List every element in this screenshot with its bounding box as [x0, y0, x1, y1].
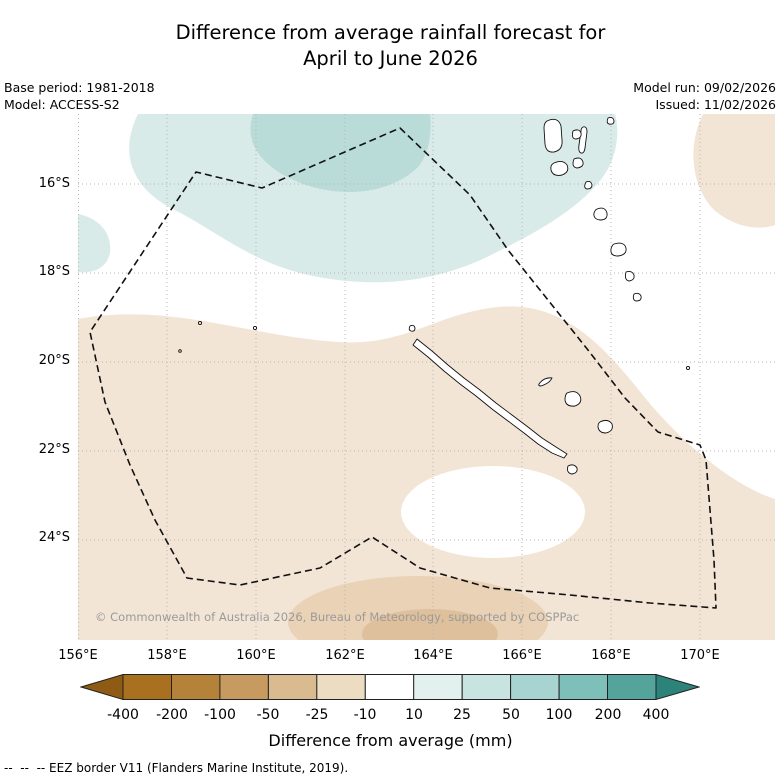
lon-label-168e: 168°E: [591, 648, 631, 663]
gridlines: [78, 114, 775, 640]
walpole-islet: [685, 365, 691, 371]
lon-label-166e: 166°E: [502, 648, 542, 663]
lat-label-16s: 16°S: [38, 176, 70, 191]
below-average-region-south: [78, 306, 775, 640]
meta-right: Model run: 09/02/2026 Issued: 11/02/2026: [633, 79, 776, 113]
colorbar-segment: [413, 674, 463, 700]
model-run-label: Model run: 09/02/2026: [633, 80, 776, 95]
tanna-island: [624, 270, 635, 282]
colorbar-tick: -100: [204, 707, 236, 723]
banks-islet: [606, 116, 615, 125]
eez-border-note: -- -- -- EEZ border V11 (Flanders Marine…: [4, 761, 349, 775]
colorbar-tick: 400: [642, 707, 670, 723]
colorbar-segment: [316, 674, 366, 700]
lon-label-156e: 156°E: [58, 648, 98, 663]
colorbar-segment: [607, 674, 657, 700]
colorbar-segment: [510, 674, 560, 700]
colorbar-tick: -200: [156, 707, 188, 723]
above-average-region-north: [129, 114, 618, 283]
rainfall-anomaly-map: [78, 114, 775, 640]
chesterfield-islet-1: [197, 320, 203, 326]
above-average-region-west: [78, 214, 111, 273]
aneityum-island: [632, 292, 642, 302]
lat-label-18s: 18°S: [38, 264, 70, 279]
below-average-strongest-region: [362, 609, 498, 640]
page-title-line2: April to June 2026: [303, 47, 478, 70]
isle-of-pines: [567, 464, 578, 475]
lat-label-24s: 24°S: [38, 530, 70, 545]
colorbar-left-arrow: [80, 673, 124, 701]
neutral-region: [401, 466, 585, 558]
colorbar-tick: 10: [405, 707, 423, 723]
malakula-island: [550, 160, 569, 176]
colorbar-segment: [267, 674, 318, 700]
lon-label-164e: 164°E: [413, 648, 453, 663]
colorbar-segment: [364, 674, 415, 700]
lat-label-20s: 20°S: [38, 353, 70, 368]
colorbar: [80, 673, 700, 701]
page-title: Difference from average rainfall forecas…: [0, 20, 781, 72]
ouvea-island: [538, 377, 553, 387]
epi-island: [584, 180, 593, 190]
colorbar-tick: 25: [453, 707, 471, 723]
colorbar-tick: 50: [502, 707, 520, 723]
colorbar-right-arrow: [655, 673, 700, 701]
ambrym-island: [572, 157, 584, 169]
mare-island: [597, 419, 613, 434]
eez-border: [89, 127, 717, 609]
belep-island: [408, 324, 416, 332]
new-caledonia-grande-terre: [412, 338, 568, 459]
lon-label-162e: 162°E: [325, 648, 365, 663]
lat-label-22s: 22°S: [38, 442, 70, 457]
chesterfield-islet-3: [178, 349, 182, 353]
ambae-island: [571, 129, 582, 140]
lon-label-160e: 160°E: [236, 648, 276, 663]
colorbar-tick: 100: [545, 707, 573, 723]
erromango-island: [610, 242, 627, 257]
colorbar-segment: [122, 674, 172, 700]
below-average-region-northeast: [693, 114, 775, 228]
colorbar-segment: [558, 674, 609, 700]
model-label: Model: ACCESS-S2: [4, 97, 120, 112]
colorbar-title: Difference from average (mm): [268, 731, 513, 750]
map-copyright: © Commonwealth of Australia 2026, Bureau…: [95, 610, 580, 624]
colorbar-segment: [461, 674, 512, 700]
lon-label-158e: 158°E: [147, 648, 187, 663]
efate-island: [593, 207, 608, 221]
lifou-island: [564, 391, 582, 407]
page-title-line1: Difference from average rainfall forecas…: [175, 21, 606, 44]
colorbar-tick: 200: [594, 707, 622, 723]
map-panel: © Commonwealth of Australia 2026, Bureau…: [78, 114, 775, 640]
issued-label: Issued: 11/02/2026: [655, 97, 777, 112]
colorbar-segment: [219, 674, 269, 700]
colorbar-segment: [171, 674, 221, 700]
colorbar-tick: -50: [256, 707, 280, 723]
base-period-label: Base period: 1981-2018: [4, 80, 155, 95]
espiritu-santo-island: [543, 118, 563, 153]
lon-label-170e: 170°E: [680, 648, 720, 663]
chesterfield-islet-2: [252, 325, 258, 331]
meta-left: Base period: 1981-2018 Model: ACCESS-S2: [4, 79, 155, 113]
colorbar-tick: -25: [305, 707, 329, 723]
colorbar-tick: -10: [353, 707, 377, 723]
coastlines: [178, 116, 691, 475]
colorbar-tick: -400: [107, 707, 139, 723]
